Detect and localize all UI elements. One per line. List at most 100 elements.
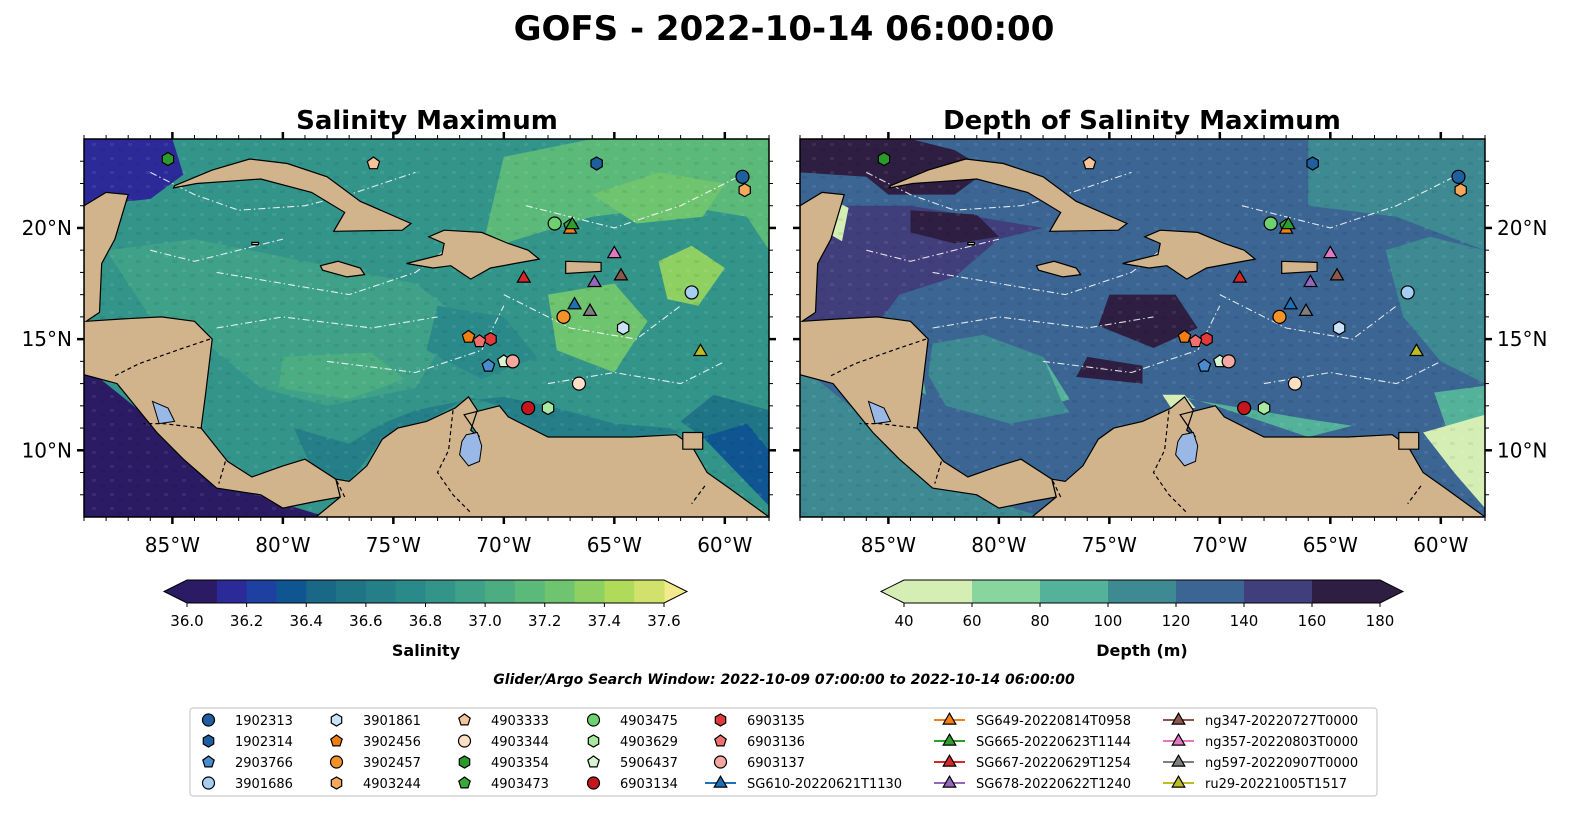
boundary-line: [932, 316, 1154, 329]
legend-label: SG649-20220814T0958: [976, 714, 1131, 729]
marker-SG665-20220623T1144: [564, 216, 580, 230]
colorbar-tick-label: 36.0: [170, 612, 203, 630]
boundary-line: [866, 171, 1132, 211]
legend-label: 6903136: [747, 735, 805, 750]
legend-label: 6903135: [747, 714, 805, 729]
legend-marker-2903766: [202, 755, 215, 768]
colorbar-tick-label: 140: [1230, 612, 1259, 630]
colorbar-segment: [1176, 580, 1245, 603]
colorbar-tick-label: 37.6: [647, 612, 680, 630]
colorbar-tick-label: 160: [1298, 612, 1327, 630]
y-tick-label: 10°N: [22, 438, 72, 462]
marker-1902314: [1306, 156, 1319, 171]
marker-SG667-20220629T1254: [516, 269, 532, 283]
depth-colorbar-label: Depth (m): [1096, 641, 1188, 660]
legend-label: 4903354: [491, 756, 549, 771]
x-tick-label: 80°W: [255, 533, 310, 557]
colorbar-segment: [574, 580, 605, 603]
legend-marker-4903629: [587, 734, 600, 748]
marker-2903766: [481, 358, 496, 372]
country-border: [436, 410, 472, 514]
legend-marker-5906437: [587, 755, 600, 768]
land-hispaniola: [406, 229, 541, 280]
legend-label: 3901861: [363, 714, 421, 729]
colorbar-segment: [972, 580, 1041, 603]
colorbar-segment: [336, 580, 367, 603]
legend-marker-SG649-20220814T0958: [942, 712, 957, 725]
marker-4903333: [366, 156, 381, 170]
marker-4903344: [1287, 376, 1303, 391]
legend-marker-4903354: [458, 755, 471, 769]
marker-ru29-20221005T1517: [1408, 343, 1425, 357]
country-border: [1051, 478, 1062, 498]
marker-6903136: [1188, 334, 1203, 348]
boundary-line: [1241, 171, 1464, 229]
colorbar-segment: [395, 580, 426, 603]
country-border: [859, 423, 918, 429]
salinity-colorbar: 36.0 36.2 36.4 36.6 36.8 37.0 37.2 37.4 37.6: [162, 579, 689, 630]
colorbar-segment: [1312, 580, 1381, 603]
colorbar-segment: [1040, 580, 1109, 603]
marker-SG678-20220622T1240: [1302, 274, 1318, 288]
legend-marker-6903134: [586, 776, 601, 790]
colorbar-extend-high: [664, 580, 687, 603]
salinity-max-panel: Salinity Maximum 85°W 80°W 75°W 70°W 65°W 60°…: [22, 106, 776, 557]
colorbar-tick-label: 180: [1366, 612, 1395, 630]
legend-label: 4903473: [491, 777, 549, 792]
salinity-max-title: Salinity Maximum: [296, 106, 558, 136]
salinity-depth-map: 85°W 80°W 75°W 70°W 65°W 60°W 20°N 15°N 10°N: [793, 132, 1547, 557]
x-tick-label: 65°W: [1303, 533, 1358, 557]
marker-3901686: [684, 285, 699, 300]
legend-label: ng597-20220907T0000: [1205, 756, 1358, 771]
marker-6903134: [1237, 400, 1252, 416]
colorbar-tick-label: 36.6: [349, 612, 382, 630]
marker-4903475: [1263, 216, 1278, 231]
search-window-note: Glider/Argo Search Window: 2022-10-09 07…: [493, 672, 1075, 688]
colorbar-extend-low: [164, 580, 187, 603]
legend-label: 4903629: [620, 735, 678, 750]
marker-2903766: [1197, 358, 1212, 372]
marker-4903354: [877, 151, 891, 167]
x-tick-label: 60°W: [697, 533, 752, 557]
land-central-america: [800, 191, 1058, 509]
legend-marker-ng347-20220727T0000: [1171, 712, 1186, 725]
land-trinidad: [1398, 431, 1420, 450]
colorbar-tick-label: 120: [1162, 612, 1191, 630]
marker-4903475: [547, 216, 562, 231]
colorbar-segment: [365, 580, 397, 603]
colorbar-extend-low: [881, 580, 904, 603]
land-puerto-rico: [1281, 260, 1318, 275]
marker-1902314: [590, 156, 603, 171]
marker-3901861: [616, 320, 630, 336]
marker-ng347-20220727T0000: [613, 267, 629, 281]
legend-marker-4903475: [586, 713, 601, 727]
x-tick-label: 60°W: [1413, 533, 1468, 557]
land-cuba: [888, 158, 1129, 232]
marker-3902457: [556, 309, 571, 324]
marker-4903629: [1257, 400, 1271, 416]
legend-label: 3902456: [363, 735, 421, 750]
colorbar-tick-label: 37.2: [528, 612, 561, 630]
map-frame: [83, 138, 770, 518]
colorbar-segment: [1108, 580, 1177, 603]
land-central-america: [84, 191, 342, 509]
colorbar-segment: [1244, 580, 1313, 603]
colorbar-segment: [485, 580, 516, 603]
colorbar-tick-label: 60: [962, 612, 981, 630]
x-tick-label: 80°W: [971, 533, 1026, 557]
legend-label: 1902313: [235, 714, 293, 729]
legend-marker-3901861: [330, 713, 343, 727]
country-border: [828, 338, 927, 378]
marker-4903344: [571, 376, 587, 391]
salinity-max-map: 85°W 80°W 75°W 70°W 65°W 60°W 20°N 15°N 10°N: [22, 132, 776, 557]
boundary-line: [150, 171, 416, 211]
colorbar-segment: [904, 580, 973, 603]
marker-3902456: [1177, 329, 1192, 343]
legend-label: 4903333: [491, 714, 549, 729]
colorbar-tick-label: 37.0: [468, 612, 501, 630]
marker-SG667-20220629T1254: [1232, 269, 1248, 283]
legend-label: SG665-20220623T1144: [976, 735, 1131, 750]
legend-marker-6903135: [714, 713, 727, 727]
legend-label: ng347-20220727T0000: [1205, 714, 1358, 729]
country-border: [112, 338, 211, 378]
